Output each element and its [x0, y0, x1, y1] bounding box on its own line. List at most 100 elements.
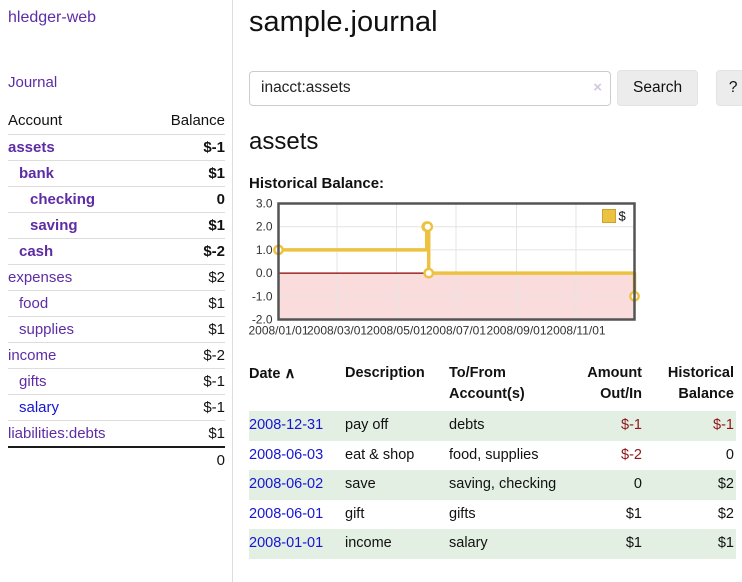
- register-col-date: Date ∧: [249, 361, 345, 411]
- transaction-date-cell: 2008-01-01: [249, 529, 345, 559]
- account-row: saving $1: [8, 212, 225, 239]
- account-row: expenses $2: [8, 264, 225, 291]
- account-link[interactable]: gifts: [19, 373, 47, 390]
- account-row: assets $-1: [8, 134, 225, 161]
- register-col-balance-line2: Balance: [678, 386, 734, 403]
- svg-text:2.0: 2.0: [256, 220, 273, 234]
- svg-text:$: $: [619, 209, 627, 224]
- register-col-description: Description: [345, 365, 425, 381]
- transaction-row: 2008-12-31 pay off debts $-1 $-1: [249, 411, 736, 441]
- register-col-amount: Amount Out/In: [566, 361, 644, 411]
- transaction-date-link[interactable]: 2008-12-31: [249, 417, 324, 434]
- register-col-amount-line1: Amount: [587, 365, 642, 381]
- account-link[interactable]: saving: [30, 217, 78, 234]
- register-col-amount-line2: Out/In: [600, 386, 642, 403]
- balance-chart-svg[interactable]: 3.0 2.0 1.0 0.0 -1.0 -2.02008/01/012008/03/01…: [248, 197, 649, 339]
- account-row: checking 0: [8, 186, 225, 213]
- account-name-cell: checking: [8, 186, 148, 213]
- sidebar-item-journal[interactable]: Journal: [8, 74, 58, 91]
- account-link[interactable]: liabilities:debts: [8, 425, 106, 442]
- account-balance: $-1: [147, 134, 225, 161]
- register-col-accounts-line2: Account(s): [449, 386, 525, 403]
- clear-search-icon[interactable]: ×: [593, 78, 602, 96]
- main-content: sample.journal × Search ? assets Histori…: [233, 0, 742, 582]
- transaction-date-cell: 2008-06-02: [249, 470, 345, 500]
- transaction-description: gift: [345, 505, 365, 522]
- account-balance: $-1: [147, 394, 225, 421]
- account-row: gifts $-1: [8, 368, 225, 395]
- account-name-cell: food: [8, 290, 148, 317]
- account-row: supplies $1: [8, 316, 225, 343]
- account-link[interactable]: cash: [19, 243, 54, 260]
- search-input[interactable]: [249, 70, 611, 106]
- account-balance: $-1: [147, 368, 225, 395]
- account-name-cell: cash: [8, 238, 148, 265]
- account-row: bank $1: [8, 160, 225, 187]
- historical-balance-chart[interactable]: 3.0 2.0 1.0 0.0 -1.0 -2.0 2008/01/01 2008/03/01…: [248, 197, 742, 339]
- account-link[interactable]: supplies: [19, 321, 75, 338]
- account-balance: 0: [147, 186, 225, 213]
- search-button[interactable]: Search: [617, 70, 699, 106]
- account-link[interactable]: bank: [19, 165, 55, 182]
- transaction-accounts: saving, checking: [449, 470, 566, 500]
- account-link[interactable]: salary: [19, 399, 60, 416]
- transaction-balance: $1: [644, 529, 736, 559]
- accounts-total-spacer: [8, 446, 148, 473]
- transaction-date-cell: 2008-12-31: [249, 411, 345, 441]
- svg-text:1.0: 1.0: [256, 243, 273, 257]
- transaction-date-link[interactable]: 2008-06-01: [249, 505, 324, 522]
- transaction-description: save: [345, 470, 449, 500]
- transaction-balance: $2: [717, 505, 734, 522]
- transaction-accounts: food, supplies: [449, 446, 539, 463]
- account-section-title: assets: [249, 128, 319, 155]
- svg-text:2008/03/01: 2008/03/01: [307, 324, 367, 338]
- transaction-date-link[interactable]: 2008-06-03: [249, 446, 324, 463]
- sidebar: hledger-web Journal Account Balance asse…: [0, 0, 233, 582]
- account-link[interactable]: income: [8, 347, 57, 364]
- svg-text:2008/07/01: 2008/07/01: [426, 324, 486, 338]
- account-balance: $-2: [147, 342, 225, 369]
- svg-text:-1.0: -1.0: [252, 289, 273, 303]
- transaction-row: 2008-06-01 gift gifts $1 $2: [249, 500, 736, 530]
- svg-text:2008/09/01: 2008/09/01: [486, 324, 546, 338]
- accounts-col-account: Account: [8, 112, 63, 129]
- register-col-accounts: To/From Account(s): [449, 361, 566, 411]
- account-link[interactable]: food: [19, 295, 49, 312]
- register-col-balance: Historical Balance: [644, 361, 736, 411]
- account-name-cell: liabilities:debts: [8, 420, 148, 447]
- transaction-amount: 0: [566, 470, 644, 500]
- account-link[interactable]: expenses: [8, 269, 73, 286]
- transaction-accounts: gifts: [449, 505, 476, 522]
- transaction-date-cell: 2008-06-03: [249, 441, 345, 471]
- account-link[interactable]: checking: [30, 191, 96, 208]
- account-name-cell: expenses: [8, 264, 148, 291]
- account-name-cell: saving: [8, 212, 148, 239]
- transaction-row: 2008-06-02 save saving, checking 0 $2: [249, 470, 736, 500]
- account-row: liabilities:debts $1: [8, 420, 225, 447]
- transaction-accounts: debts: [449, 411, 566, 441]
- register-table: Date ∧ Description To/From Account(s) Am…: [249, 361, 736, 559]
- transaction-amount: $1: [566, 529, 644, 559]
- chart-title: Historical Balance:: [249, 175, 385, 192]
- account-link[interactable]: assets: [8, 139, 55, 156]
- transaction-description: pay off: [345, 411, 449, 441]
- account-balance: $2: [147, 264, 225, 291]
- account-balance: $-2: [147, 238, 225, 265]
- register-col-date-label: Date: [249, 366, 281, 382]
- svg-text:2008/01/01: 2008/01/01: [248, 324, 308, 338]
- account-name-cell: salary: [8, 394, 148, 421]
- account-row: salary $-1: [8, 394, 225, 421]
- accounts-col-balance: Balance: [170, 112, 225, 129]
- transaction-amount: $-1: [566, 411, 644, 441]
- transaction-amount: $1: [625, 505, 642, 522]
- transaction-date-link[interactable]: 2008-06-02: [249, 476, 324, 493]
- account-balance: $1: [147, 420, 225, 447]
- help-button[interactable]: ?: [716, 70, 742, 106]
- brand-link[interactable]: hledger-web: [8, 9, 97, 26]
- transaction-date-link[interactable]: 2008-01-01: [249, 535, 324, 552]
- svg-text:-2.0: -2.0: [252, 313, 273, 327]
- transaction-accounts: salary: [449, 529, 566, 559]
- transaction-row: 2008-06-03 eat & shop food, supplies $-2…: [249, 441, 736, 471]
- account-row: food $1: [8, 290, 225, 317]
